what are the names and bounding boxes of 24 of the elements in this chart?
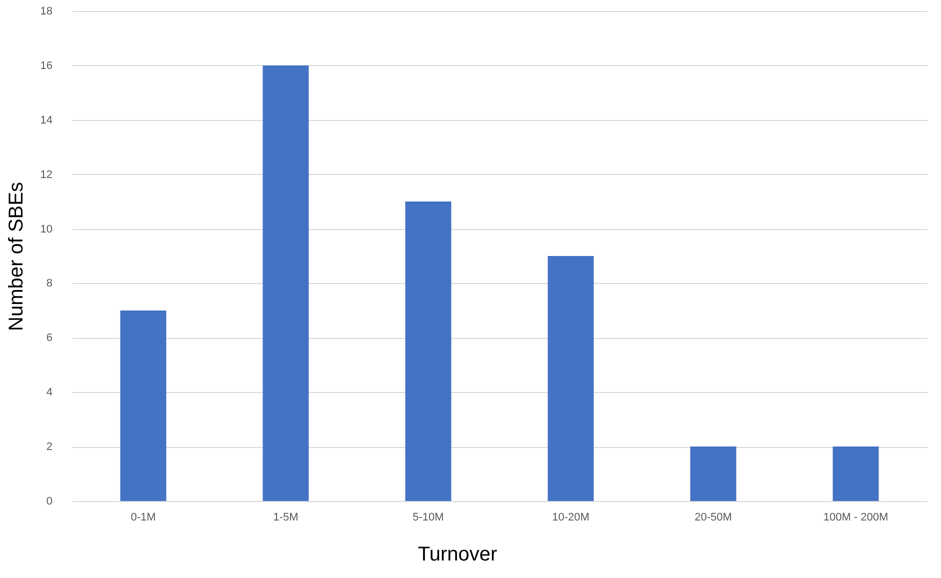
x-tick-label: 1-5M [273,512,298,524]
x-tick-label: 20-50M [694,512,732,524]
bar [690,446,736,501]
x-tick-label: 100M - 200M [823,512,888,524]
y-tick-label: 0 [46,496,52,508]
y-tick-label: 6 [46,332,52,344]
bar [120,310,166,501]
bar [405,202,452,501]
y-tick-label: 8 [46,278,52,290]
y-axis-title: Number of SBEs [5,182,28,331]
y-tick-label: 12 [40,168,52,181]
y-tick-label: 2 [46,441,52,454]
y-tick-label: 14 [40,114,52,126]
bar [262,65,309,501]
x-tick-label: 10-20M [552,512,590,524]
bar [832,446,879,501]
x-tick-label: 5-10M [412,512,444,524]
x-axis-title: Turnover [418,544,498,566]
y-tick-label: 4 [46,386,52,399]
y-tick-label: 10 [40,223,52,236]
bar [548,256,594,501]
y-tick-label: 16 [40,60,52,72]
x-tick-label: 0-1M [130,512,156,524]
y-tick-label: 18 [40,6,52,18]
